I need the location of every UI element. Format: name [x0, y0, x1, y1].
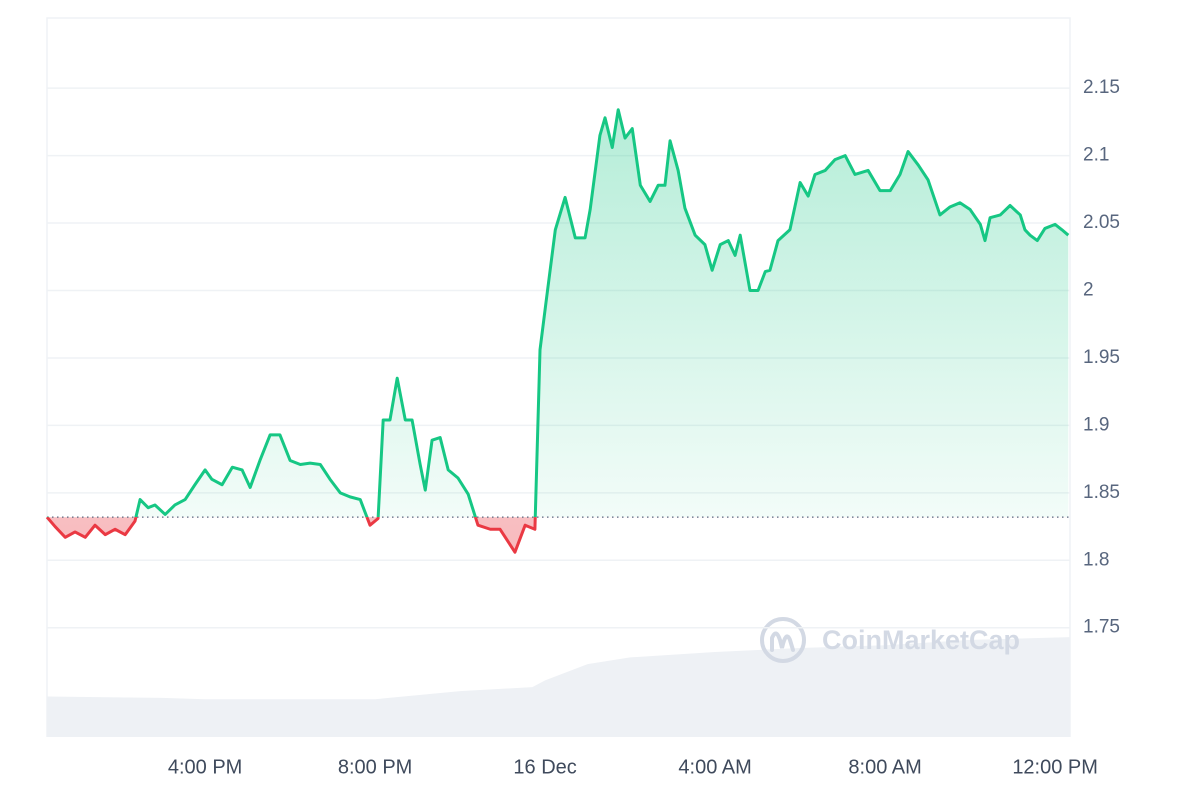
y-tick-label: 1.8: [1083, 549, 1109, 570]
y-tick-label: 2.1: [1083, 145, 1109, 166]
y-tick-label: 2.15: [1083, 77, 1120, 98]
x-tick-label: 4:00 AM: [678, 756, 751, 778]
x-tick-label: 16 Dec: [513, 756, 576, 778]
volume-area: [47, 637, 1070, 737]
plot-frame: [46, 17, 1071, 737]
x-tick-label: 8:00 AM: [848, 756, 921, 778]
watermark-logo-m: [770, 631, 795, 652]
y-tick-label: 1.85: [1083, 482, 1120, 503]
x-tick-label: 12:00 PM: [1012, 756, 1098, 778]
area-above: [47, 109, 1069, 518]
watermark-text: CoinMarketCap: [822, 625, 1020, 655]
y-tick-label: 1.75: [1083, 617, 1120, 638]
x-tick-label: 4:00 PM: [168, 756, 242, 778]
y-tick-label: 2: [1083, 280, 1094, 301]
price-line-above: [46, 108, 1070, 518]
x-tick-label: 8:00 PM: [338, 756, 412, 778]
area-below: [47, 517, 536, 553]
watermark-logo: [760, 617, 806, 663]
y-tick-label: 1.9: [1083, 414, 1109, 435]
y-tick-label: 1.95: [1083, 347, 1120, 368]
watermark: CoinMarketCap: [760, 617, 1020, 663]
y-tick-label: 2.05: [1083, 212, 1120, 233]
